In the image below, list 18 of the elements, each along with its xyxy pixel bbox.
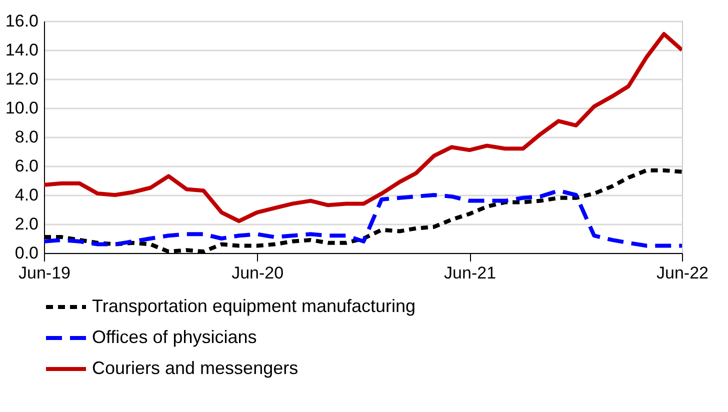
legend-label: Offices of physicians	[92, 327, 257, 347]
line-series	[44, 188, 682, 248]
x-tick-label: Jun-22	[656, 264, 708, 282]
y-tick-label: 2.0	[14, 214, 38, 234]
legend-label: Transportation equipment manufacturing	[92, 296, 416, 316]
y-tick-label: 0.0	[14, 244, 38, 262]
x-tick-label: Jun-19	[18, 264, 70, 282]
y-tick-label: 16.0	[5, 12, 38, 30]
y-tick-label: 8.0	[14, 128, 38, 146]
x-tick-label: Jun-20	[232, 264, 284, 282]
legend-label: Couriers and messengers	[92, 358, 298, 378]
y-tick-label: 6.0	[14, 156, 38, 176]
x-tick-label: Jun-21	[444, 264, 496, 282]
y-tick-label: 4.0	[14, 186, 38, 204]
y-tick-label: 10.0	[5, 98, 38, 118]
y-tick-label: 12.0	[5, 70, 38, 88]
y-tick-label: 14.0	[5, 40, 38, 60]
line-series	[44, 32, 682, 224]
